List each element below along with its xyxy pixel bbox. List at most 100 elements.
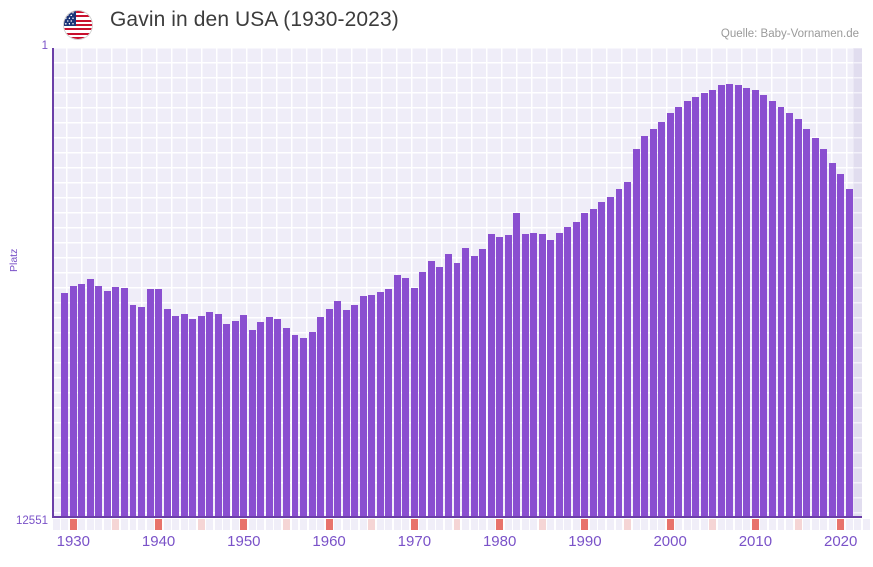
us-flag-icon	[64, 11, 92, 39]
x-axis-tick	[675, 519, 683, 530]
x-axis-tick	[393, 519, 401, 530]
x-axis-tick	[69, 519, 77, 530]
bar	[265, 317, 273, 517]
bar	[231, 321, 239, 517]
bar	[794, 119, 802, 517]
x-axis-tick-label: 2020	[823, 533, 858, 550]
bar	[206, 312, 214, 517]
bar	[95, 286, 103, 517]
y-axis-bottom-label: 12551	[16, 515, 48, 527]
x-axis-tick	[308, 519, 316, 530]
bar	[308, 332, 316, 517]
x-axis-tick	[240, 519, 248, 530]
x-axis-tick	[95, 519, 103, 530]
x-axis-tick	[103, 519, 111, 530]
x-axis-tick-label: 1970	[397, 533, 432, 550]
bar	[86, 279, 94, 517]
x-axis-tick	[342, 519, 350, 530]
x-axis-tick	[479, 519, 487, 530]
x-axis-tick	[470, 519, 478, 530]
x-axis-tick	[402, 519, 410, 530]
x-axis-tick	[743, 519, 751, 530]
x-axis-tick	[197, 519, 205, 530]
bar	[189, 319, 197, 517]
bar	[129, 305, 137, 517]
x-axis-tick	[615, 519, 623, 530]
x-axis-tick	[666, 519, 674, 530]
bar	[751, 90, 759, 517]
x-axis-tick-label: 2010	[738, 533, 773, 550]
x-axis-tick	[351, 519, 359, 530]
x-axis-labels: 1930 1940 1950 1960 1970 1980 1990 2000 2010 2020	[0, 533, 873, 559]
y-axis-top-tick: 1	[0, 40, 48, 55]
x-axis-tick	[368, 519, 376, 530]
bar	[248, 330, 256, 517]
bar	[180, 314, 188, 517]
x-axis-tick	[138, 519, 145, 530]
x-axis-tick	[487, 519, 495, 530]
x-axis-tick	[581, 519, 589, 530]
x-axis-tick	[538, 519, 546, 530]
x-axis-tick	[854, 519, 862, 530]
x-axis-tick	[283, 519, 290, 530]
x-axis-tick	[129, 519, 137, 530]
y-axis-bottom-tick: 12551	[0, 515, 48, 532]
bar	[410, 288, 418, 517]
bar	[820, 149, 828, 517]
bar	[402, 278, 410, 517]
x-axis-line	[52, 516, 862, 518]
x-axis-tick-label: 1990	[568, 533, 602, 550]
x-axis-tick	[325, 519, 333, 530]
bar	[649, 129, 657, 517]
bar	[146, 289, 154, 517]
x-axis-tick	[589, 519, 597, 530]
bar	[743, 88, 751, 517]
x-axis-tick	[265, 519, 273, 530]
x-axis-tick	[52, 519, 60, 530]
bar	[786, 113, 793, 517]
bar	[334, 301, 342, 517]
bar	[479, 249, 487, 517]
x-axis-tick	[700, 519, 708, 530]
bar	[734, 85, 742, 517]
source-attribution: Quelle: Baby-Vornamen.de	[720, 28, 859, 40]
chart-header: Gavin in den USA (1930-2023) Quelle: Bab…	[0, 0, 873, 48]
x-axis-tick	[786, 519, 793, 530]
x-axis-tick	[658, 519, 666, 530]
x-axis-tick	[223, 519, 231, 530]
bar	[803, 129, 811, 517]
x-axis-tick	[598, 519, 606, 530]
x-axis-tick-label: 1950	[227, 533, 261, 550]
bar	[777, 107, 785, 517]
x-axis-tick	[445, 519, 452, 530]
x-axis-tick	[334, 519, 342, 530]
bar	[103, 291, 111, 517]
bar	[547, 240, 555, 517]
bar	[726, 84, 734, 517]
x-axis-tick	[385, 519, 393, 530]
x-axis-tick-band	[52, 519, 870, 530]
x-axis-tick	[530, 519, 538, 530]
x-axis-tick	[794, 519, 802, 530]
x-axis-tick	[811, 519, 819, 530]
x-axis-tick	[717, 519, 725, 530]
x-axis-tick	[641, 519, 649, 530]
bar	[521, 234, 529, 517]
x-axis-tick	[300, 519, 307, 530]
x-axis-tick	[607, 519, 614, 530]
x-axis-tick	[709, 519, 717, 530]
bar	[717, 85, 725, 517]
bar	[78, 284, 86, 517]
bar	[342, 310, 350, 517]
x-axis-tick	[155, 519, 163, 530]
x-axis-tick	[78, 519, 86, 530]
x-axis-tick-label: 2000	[653, 533, 687, 550]
bar	[419, 272, 427, 517]
x-axis-tick	[231, 519, 239, 530]
x-axis-tick	[845, 519, 853, 530]
x-axis-tick	[555, 519, 563, 530]
bar	[112, 287, 120, 517]
bar	[675, 107, 683, 517]
bar	[214, 314, 222, 517]
bar	[589, 209, 597, 517]
